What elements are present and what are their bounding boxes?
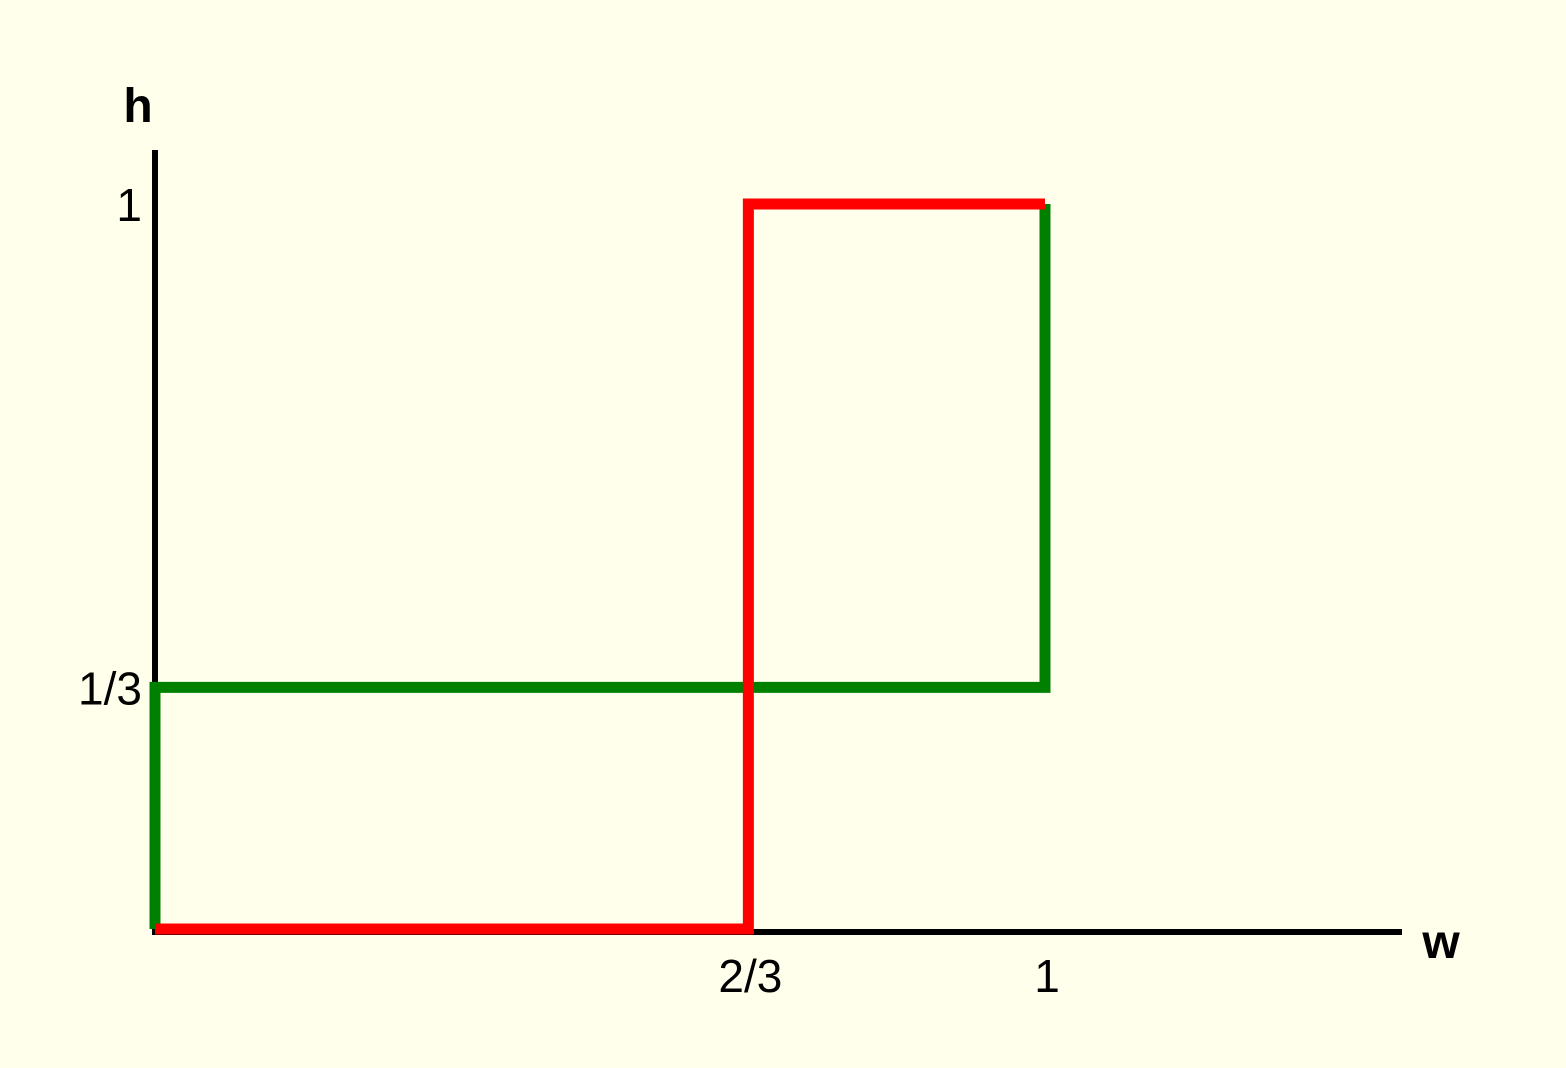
y-axis-title: h [123, 80, 152, 133]
axes: h w [123, 80, 1460, 969]
series-layer [149, 198, 1051, 935]
y-tick-label: 1/3 [78, 662, 142, 714]
x-tick-label: 1 [1034, 950, 1060, 1002]
series-2-line [155, 198, 1045, 935]
tick-layer: 2/3 1 1/3 1 [78, 179, 1060, 1002]
x-axis-title: w [1421, 916, 1460, 969]
y-tick-label: 1 [116, 179, 142, 231]
x-tick-label: 2/3 [718, 950, 782, 1002]
series-1-line [149, 204, 1051, 929]
